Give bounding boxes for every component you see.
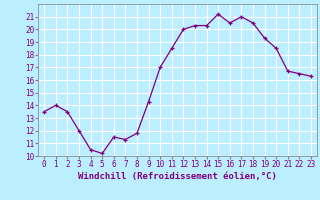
X-axis label: Windchill (Refroidissement éolien,°C): Windchill (Refroidissement éolien,°C) — [78, 172, 277, 181]
